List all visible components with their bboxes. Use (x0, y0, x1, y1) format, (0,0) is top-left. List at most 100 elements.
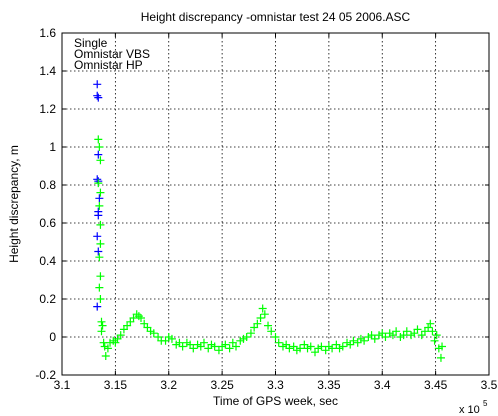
data-point (267, 327, 276, 336)
grid-lines (62, 33, 489, 375)
data-point (360, 336, 369, 345)
x-tick-label: 3.15 (104, 378, 128, 392)
y-tick-label: -0.2 (35, 368, 56, 382)
data-point (430, 336, 439, 345)
plot-area (62, 33, 489, 375)
data-point (93, 232, 102, 241)
data-point (94, 93, 103, 102)
data-point (242, 333, 251, 341)
series-2 (94, 135, 447, 362)
data-point (271, 333, 280, 341)
data-point (94, 247, 103, 256)
data-point (95, 194, 104, 203)
y-tick-label: 1.4 (39, 64, 56, 78)
data-point (225, 344, 234, 353)
data-point (96, 272, 105, 281)
data-point (94, 150, 103, 159)
data-point (232, 342, 241, 351)
y-tick-label: 1.2 (39, 102, 56, 116)
data-point (97, 327, 106, 336)
data-point (93, 175, 102, 184)
data-point (96, 220, 105, 229)
x-tick-label: 3.25 (210, 378, 234, 392)
data-point (402, 327, 411, 336)
data-point (256, 314, 265, 322)
x-axis-label: Time of GPS week, sec (213, 394, 338, 408)
data-point (260, 310, 269, 319)
data-point (296, 344, 305, 353)
y-tick-label: 0.2 (39, 292, 56, 306)
data-point (413, 325, 422, 334)
data-point (317, 342, 326, 351)
x-tick-label: 3.35 (317, 378, 341, 392)
data-point (167, 334, 176, 343)
data-point (428, 327, 437, 336)
y-axis-label: Height discrepancy, m (7, 145, 21, 263)
data-point (95, 283, 104, 292)
data-point (95, 253, 104, 262)
data-point (199, 338, 208, 347)
data-point (258, 304, 267, 313)
data-point (338, 342, 347, 351)
data-point (93, 80, 102, 89)
data-point (94, 179, 103, 188)
data-point (432, 331, 441, 340)
data-point (96, 188, 105, 197)
data-point (93, 302, 102, 311)
axis-ticks: 3.1 3.15 3.2 3.25 3.3 3.35 3.4 3.45 3.5 -0.2 0 0.2 0… (35, 26, 497, 392)
data-point (246, 329, 255, 338)
data-point (392, 327, 401, 336)
data-point (94, 135, 103, 144)
data-point (95, 201, 104, 210)
data-point (101, 352, 110, 360)
chart-title: Height discrepancy -omnistar test 24 05 … (141, 10, 411, 24)
y-tick-label: 0.6 (39, 216, 56, 230)
data-point (349, 336, 358, 345)
x-axis-multiplier: x 10 (459, 404, 480, 416)
data-point (149, 329, 158, 338)
data-point (370, 334, 379, 343)
series-1 (93, 80, 104, 311)
data-point (96, 239, 105, 248)
data-point (221, 340, 230, 349)
x-tick-label: 3.5 (481, 378, 498, 392)
data-point (306, 342, 315, 351)
legend-entry: Single (74, 36, 108, 50)
data-points (93, 80, 447, 362)
data-point (178, 342, 187, 351)
data-point (285, 344, 294, 353)
data-point (274, 338, 283, 347)
data-point (426, 319, 435, 328)
data-point (93, 91, 102, 100)
data-point (381, 333, 390, 341)
data-point (136, 314, 145, 322)
data-point (97, 317, 106, 326)
legend-entry: Omnistar HP (74, 58, 143, 72)
legend-entry: Omnistar VBS (74, 47, 150, 61)
data-point (98, 321, 107, 330)
x-tick-label: 3.45 (424, 378, 448, 392)
data-point (116, 331, 125, 340)
data-point (438, 342, 447, 351)
x-tick-label: 3.4 (374, 378, 391, 392)
data-point (210, 342, 219, 351)
x-axis-multiplier-exponent: 5 (483, 399, 488, 408)
data-point (264, 321, 273, 330)
data-point (94, 211, 103, 220)
data-point (328, 344, 337, 353)
data-point (189, 344, 198, 353)
data-point (95, 143, 104, 151)
y-tick-label: 0.8 (39, 178, 56, 192)
y-tick-label: 0.4 (39, 254, 56, 268)
y-tick-label: 1.6 (39, 26, 56, 40)
data-point (96, 156, 105, 165)
data-point (436, 353, 445, 362)
x-tick-label: 3.2 (160, 378, 177, 392)
data-point (253, 319, 262, 328)
y-tick-label: 1 (49, 140, 56, 154)
data-point (103, 344, 112, 353)
x-tick-label: 3.3 (267, 378, 284, 392)
